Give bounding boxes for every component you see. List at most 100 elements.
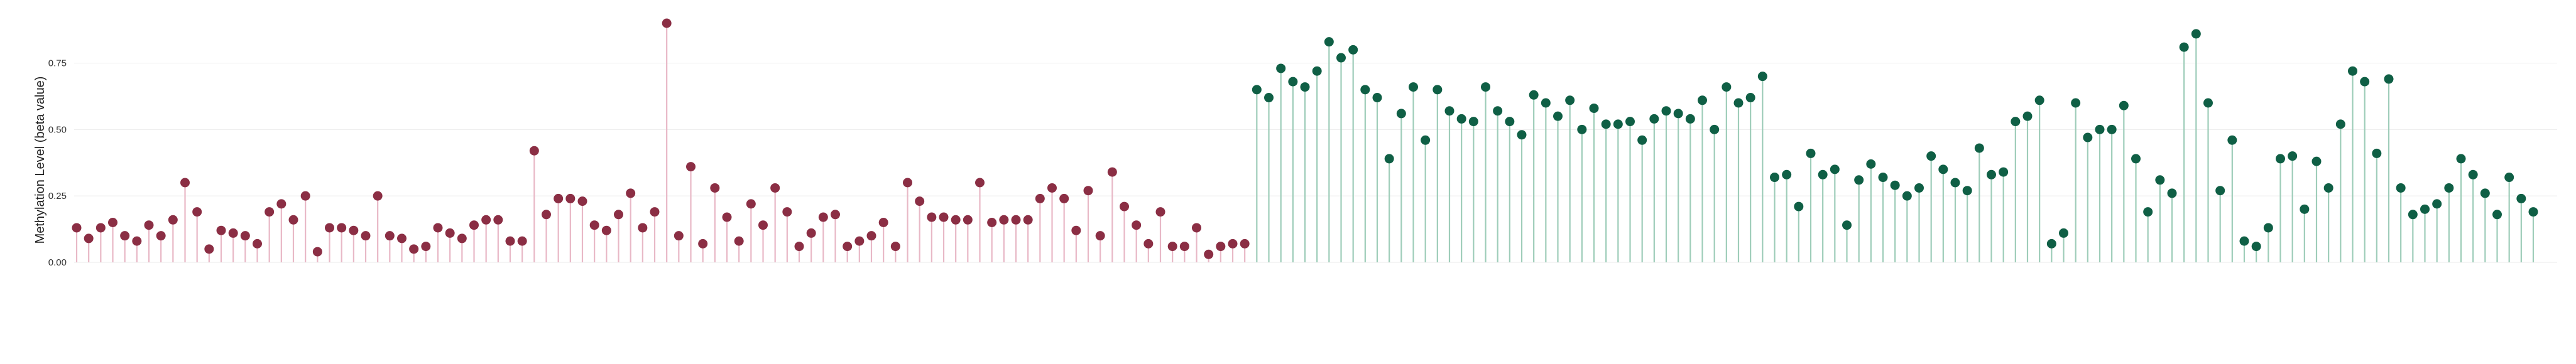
data-point	[831, 210, 840, 220]
data-point	[1179, 242, 1189, 252]
data-point	[1095, 231, 1105, 241]
data-point	[505, 236, 515, 246]
data-point	[2155, 175, 2165, 185]
data-point	[409, 244, 419, 254]
data-point	[686, 162, 696, 172]
data-point	[2528, 207, 2538, 217]
data-point	[276, 199, 287, 209]
data-point	[1240, 238, 1250, 249]
data-point	[999, 215, 1009, 225]
data-point	[265, 207, 275, 217]
data-point	[2119, 100, 2129, 110]
data-point	[903, 178, 912, 188]
data-point	[2444, 183, 2454, 193]
data-point	[2323, 183, 2333, 193]
data-point	[975, 178, 985, 188]
data-point	[554, 193, 564, 203]
data-point	[2107, 124, 2117, 134]
data-point	[1228, 238, 1238, 249]
data-point	[565, 193, 576, 203]
data-point	[1348, 45, 1358, 55]
data-point	[144, 220, 154, 230]
data-point	[1505, 117, 1515, 127]
data-point	[2011, 117, 2021, 127]
data-point	[1974, 143, 1984, 153]
data-point	[2468, 169, 2478, 179]
data-point	[1204, 249, 1214, 259]
data-point	[2288, 151, 2298, 161]
data-point	[698, 238, 708, 249]
data-point	[2263, 223, 2273, 233]
data-point	[349, 225, 359, 235]
data-point	[1396, 109, 1406, 119]
data-point	[1493, 106, 1503, 116]
data-point	[2143, 207, 2153, 217]
data-point	[1071, 225, 1081, 235]
data-point	[674, 231, 684, 241]
data-point	[108, 218, 117, 227]
data-point	[1300, 82, 1310, 92]
data-point	[542, 210, 551, 220]
data-point	[710, 183, 720, 193]
data-point	[1312, 66, 1322, 76]
data-point	[1541, 98, 1551, 108]
data-point	[951, 215, 961, 225]
data-point	[1601, 119, 1611, 129]
data-point	[216, 225, 226, 235]
data-point	[433, 223, 443, 233]
data-point	[168, 215, 178, 225]
data-point	[2131, 154, 2141, 164]
data-point	[854, 236, 865, 246]
data-point	[2348, 66, 2357, 76]
data-point	[843, 242, 853, 252]
data-point	[1866, 159, 1876, 169]
data-point	[421, 242, 431, 252]
data-point	[939, 212, 949, 222]
data-point	[1047, 183, 1057, 193]
data-point	[746, 199, 756, 209]
data-point	[1421, 135, 1431, 145]
data-point	[481, 215, 491, 225]
data-point	[361, 231, 371, 241]
data-point	[1035, 193, 1045, 203]
data-point	[312, 247, 322, 257]
data-point	[1155, 207, 1165, 217]
data-point	[1673, 109, 1683, 119]
data-point	[1950, 178, 1960, 188]
data-point	[1011, 215, 1021, 225]
data-point	[927, 212, 937, 222]
data-point	[1456, 114, 1466, 124]
data-point	[1324, 37, 1334, 47]
data-point	[469, 220, 479, 230]
data-point	[2059, 228, 2068, 238]
data-point	[818, 212, 828, 222]
y-tick-label: 0.00	[48, 257, 67, 268]
data-point	[1613, 119, 1623, 129]
data-point	[878, 218, 888, 227]
data-point	[2276, 154, 2285, 164]
data-point	[373, 191, 383, 201]
data-point	[1999, 167, 2009, 177]
data-point	[1710, 124, 1720, 134]
data-point	[1384, 154, 1394, 164]
data-point	[180, 178, 190, 188]
data-point	[2480, 188, 2490, 198]
data-point	[1685, 114, 1695, 124]
data-point	[589, 220, 599, 230]
data-point	[1433, 85, 1443, 95]
data-point	[253, 238, 262, 249]
data-point	[1794, 201, 1804, 211]
data-point	[2083, 132, 2093, 142]
data-point	[915, 196, 925, 206]
data-point	[517, 236, 527, 246]
data-point	[2432, 199, 2442, 209]
data-point	[2420, 204, 2430, 214]
data-point	[1806, 148, 1816, 158]
data-point	[457, 233, 467, 244]
data-point	[1757, 72, 1767, 82]
data-point	[2516, 193, 2526, 203]
data-point	[1902, 191, 1912, 201]
data-point	[1264, 93, 1274, 103]
data-point	[1083, 186, 1093, 196]
